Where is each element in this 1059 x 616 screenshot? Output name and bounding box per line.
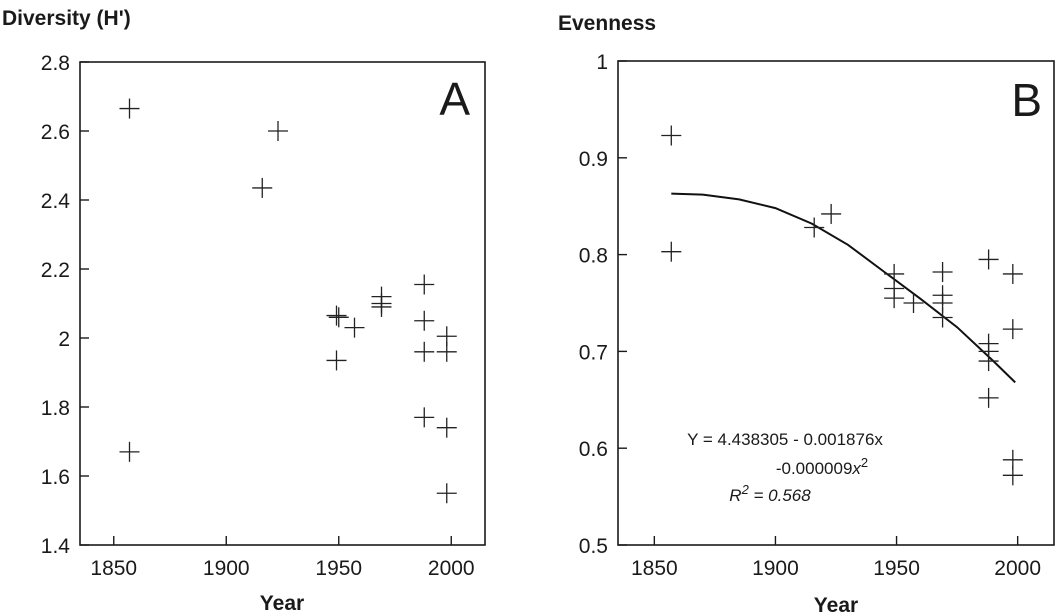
chart-a-x-tick-label: 1950 [315,557,362,580]
chart-a-data-point [252,177,273,198]
chart-a-y-tick-label: 1.4 [41,535,71,558]
chart-a-y-tick-label: 1.8 [41,397,70,420]
chart-b-x-tick-label: 1950 [873,557,920,580]
chart-b-x-tick-label: 1900 [752,557,799,580]
chart-a-data-point [268,121,288,141]
chart-a-data-point [344,317,365,338]
chart-b-y-tick-label: 0.9 [579,148,608,171]
chart-b-data-point [821,203,842,224]
chart-b-ticks: 1850 1900 1950 2000 0.5 0.6 0.7 0.8 0.9 1 [579,51,1041,580]
chart-a-x-tick-label: 1850 [90,557,137,580]
chart-panel-b: Evenness B 1850 1900 1950 2000 0.5 0.6 0.7 0.8 0… [558,12,1055,616]
chart-b-data-point [932,262,953,283]
equation-line-2-variable: x [851,459,861,478]
equation-line-3-value: = 0.568 [749,486,811,505]
chart-b-data-point [1002,319,1023,340]
equation-line-3: R2 = 0.568 [729,482,811,506]
chart-a-data-point [328,307,349,328]
chart-a-y-tick-label: 2 [58,328,70,351]
chart-b-points [661,125,1023,486]
chart-b-x-tick-label: 1850 [631,557,678,580]
chart-a-data-point [436,417,457,438]
chart-a-title: Diversity (H') [2,7,131,30]
chart-a-x-tick-label: 1900 [203,557,250,580]
chart-b-panel-label: B [1011,74,1042,126]
chart-b-y-tick-label: 0.8 [579,245,608,268]
chart-a-data-point [436,341,457,362]
chart-a-data-point [414,274,435,295]
chart-a-data-point [326,305,347,326]
chart-a-data-point [414,310,435,331]
equation-line-3-exponent: 2 [741,482,750,497]
chart-a-x-axis-label: Year [260,592,304,615]
chart-a-points [119,98,457,504]
chart-b-title: Evenness [558,12,656,35]
chart-a-panel-label: A [439,73,470,125]
chart-b-data-point [978,387,999,408]
chart-b-x-tick-label: 2000 [994,557,1041,580]
equation-line-2: -0.000009x2 [776,455,868,479]
chart-a-x-tick-label: 2000 [428,557,475,580]
equation-line-1: Y = 4.438305 - 0.001876x [687,430,883,449]
chart-a-y-tick-label: 2.8 [41,52,70,75]
chart-b-data-point [884,288,905,309]
chart-a-data-point [414,407,435,428]
chart-b-y-tick-label: 0.6 [579,438,608,461]
chart-b-data-point [903,293,924,313]
chart-b-data-point [932,307,953,328]
chart-b-fit-curve [671,192,1016,384]
chart-a-y-tick-label: 1.6 [41,466,70,489]
equation-line-3-symbol: R [729,486,741,505]
chart-b-regression-annotation: Y = 4.438305 - 0.001876x -0.000009x2 R2 … [687,430,883,505]
chart-b-y-tick-label: 1 [596,51,608,74]
chart-b-plot-frame [617,60,1055,546]
equation-line-2-coefficient: -0.000009 [776,459,853,478]
chart-b-data-point [1002,465,1023,486]
chart-a-data-point [414,341,435,362]
chart-b-data-point [1002,263,1023,284]
chart-b-y-tick-label: 0.5 [579,535,608,558]
chart-b-y-tick-label: 0.7 [579,341,608,364]
chart-a-plot-frame [79,61,486,546]
chart-a-data-point [326,350,347,371]
chart-b-data-point [978,249,999,270]
chart-b-data-point [978,351,999,372]
chart-b-data-point [661,241,682,262]
chart-a-y-tick-label: 2.2 [41,259,70,282]
chart-b-data-point [661,125,682,146]
chart-a-ticks: 1850 1900 1950 2000 1.4 1.6 1.8 2 2.2 2.4 2.6 2.8 [41,52,475,580]
chart-a-data-point [371,296,392,317]
chart-b-data-point [804,217,825,238]
chart-b-x-axis-label: Year [814,594,858,616]
chart-a-data-point [119,441,140,462]
chart-a-y-tick-label: 2.4 [41,190,71,213]
equation-line-2-exponent: 2 [861,455,868,470]
chart-a-data-point [119,98,140,119]
chart-a-y-tick-label: 2.6 [41,121,70,144]
chart-panel-a: Diversity (H') A 1850 1900 1950 20001.41.61… [2,7,486,615]
chart-a-data-point [436,483,457,504]
